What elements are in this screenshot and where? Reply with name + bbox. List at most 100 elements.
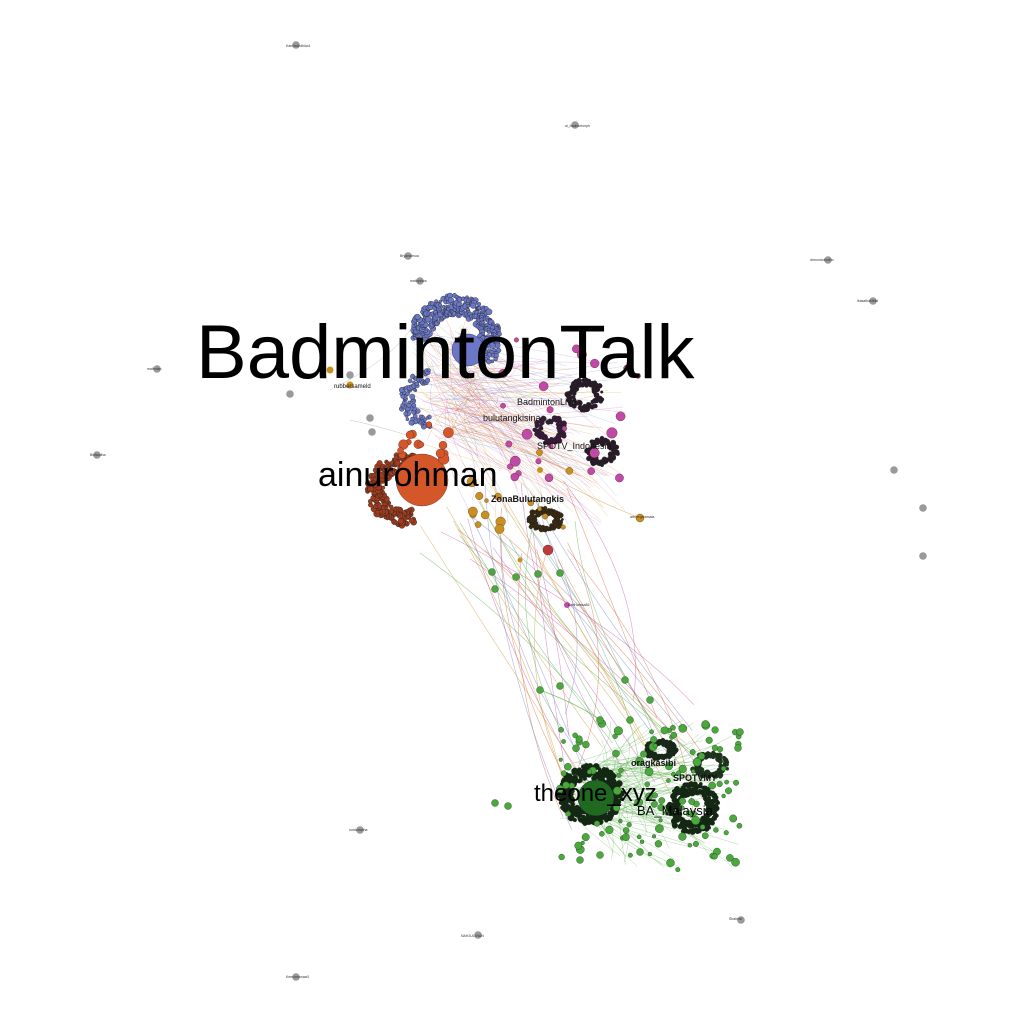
peripheral-label: arbinegaramala: [630, 515, 654, 519]
graph-node: [612, 749, 620, 758]
edge: [411, 411, 567, 484]
graph-node: [598, 399, 603, 404]
edge: [603, 759, 648, 833]
edge: [433, 384, 591, 449]
edge: [433, 371, 490, 380]
graph-node: [513, 337, 519, 343]
graph-node: [545, 339, 553, 348]
edge: [433, 321, 534, 432]
edge: [562, 480, 636, 701]
edge: [416, 406, 580, 476]
graph-node: [560, 518, 564, 521]
edge: [465, 413, 593, 435]
graph-node: [689, 749, 696, 755]
edge: [459, 366, 616, 424]
edge: [491, 484, 660, 768]
edge: [473, 517, 653, 731]
graph-node: [521, 428, 533, 440]
edge: [419, 421, 576, 499]
graph-node: [612, 449, 616, 454]
edge: [430, 333, 498, 401]
graph-node: [577, 405, 583, 411]
graph-node: [612, 804, 621, 812]
peripheral-label: Bwfaudha: [90, 453, 106, 457]
graph-node: [532, 427, 537, 432]
graph-node: [407, 400, 411, 404]
edge: [455, 399, 477, 420]
peripheral-label: mathysiwa: [410, 279, 427, 283]
graph-node: [646, 696, 654, 704]
graph-node: [651, 800, 658, 808]
graph-node: [670, 724, 676, 731]
edge: [446, 506, 603, 748]
edge: [463, 433, 545, 502]
graph-node: [645, 792, 653, 801]
graph-node: [678, 764, 687, 774]
edge: [419, 344, 490, 417]
edge: [454, 390, 609, 402]
edge: [434, 435, 602, 524]
edge: [428, 391, 562, 469]
graph-node: [469, 317, 474, 321]
graph-node: [534, 570, 542, 578]
peripheral-label: lbasalbakfelid: [857, 299, 878, 303]
graph-node: [566, 773, 573, 779]
graph-node: [564, 763, 572, 771]
edge: [329, 329, 411, 391]
graph-node: [705, 736, 713, 744]
graph-node: [536, 686, 544, 694]
cluster-label-ba-malaysia: BA_Malaysia: [637, 803, 714, 818]
peripheral-label: mathnlan: [147, 367, 161, 371]
graph-node: [368, 428, 376, 436]
graph-node: [576, 349, 587, 360]
edge: [574, 520, 663, 735]
graph-node: [425, 421, 433, 428]
graph-node: [706, 804, 712, 811]
graph-node: [652, 743, 658, 749]
graph-node: [622, 833, 630, 842]
graph-node: [618, 767, 624, 774]
graph-node: [713, 827, 719, 833]
edge: [610, 792, 733, 867]
graph-node: [536, 449, 543, 456]
graph-node: [558, 757, 563, 762]
edge: [443, 416, 608, 474]
graph-node: [474, 931, 482, 939]
edge: [349, 419, 421, 441]
graph-node: [713, 805, 720, 812]
peripheral-label: Sirahndi: [729, 917, 742, 921]
edge: [417, 338, 479, 442]
edge: [423, 352, 493, 490]
peripheral-label: Bryanalmua: [400, 254, 419, 258]
graph-node: [650, 736, 658, 744]
graph-node: [574, 841, 583, 850]
graph-node: [824, 256, 832, 264]
edge: [616, 802, 704, 843]
edge: [412, 373, 578, 465]
graph-node: [560, 770, 567, 777]
cluster-label-spotvmy: SPOTVMY: [673, 773, 717, 783]
graph-node: [731, 857, 740, 867]
cluster-label-zonabulutangkis: ZonaBulutangkis: [491, 494, 564, 504]
edge: [451, 366, 569, 525]
edge: [479, 500, 686, 744]
graph-node: [494, 524, 505, 534]
edge: [434, 414, 573, 476]
graph-node: [500, 402, 506, 409]
graph-node: [558, 853, 565, 861]
graph-node: [286, 390, 294, 398]
edge: [478, 500, 660, 821]
graph-node: [717, 746, 724, 753]
nodes-layer: [93, 41, 927, 981]
graph-node: [634, 798, 643, 807]
graph-node: [635, 373, 641, 379]
graph-node: [504, 802, 512, 810]
graph-node: [572, 344, 581, 354]
graph-node: [456, 312, 461, 317]
graph-node: [493, 356, 498, 362]
graph-node: [635, 756, 644, 766]
graph-node: [572, 744, 580, 752]
edge: [421, 390, 508, 513]
edge: [413, 402, 536, 495]
